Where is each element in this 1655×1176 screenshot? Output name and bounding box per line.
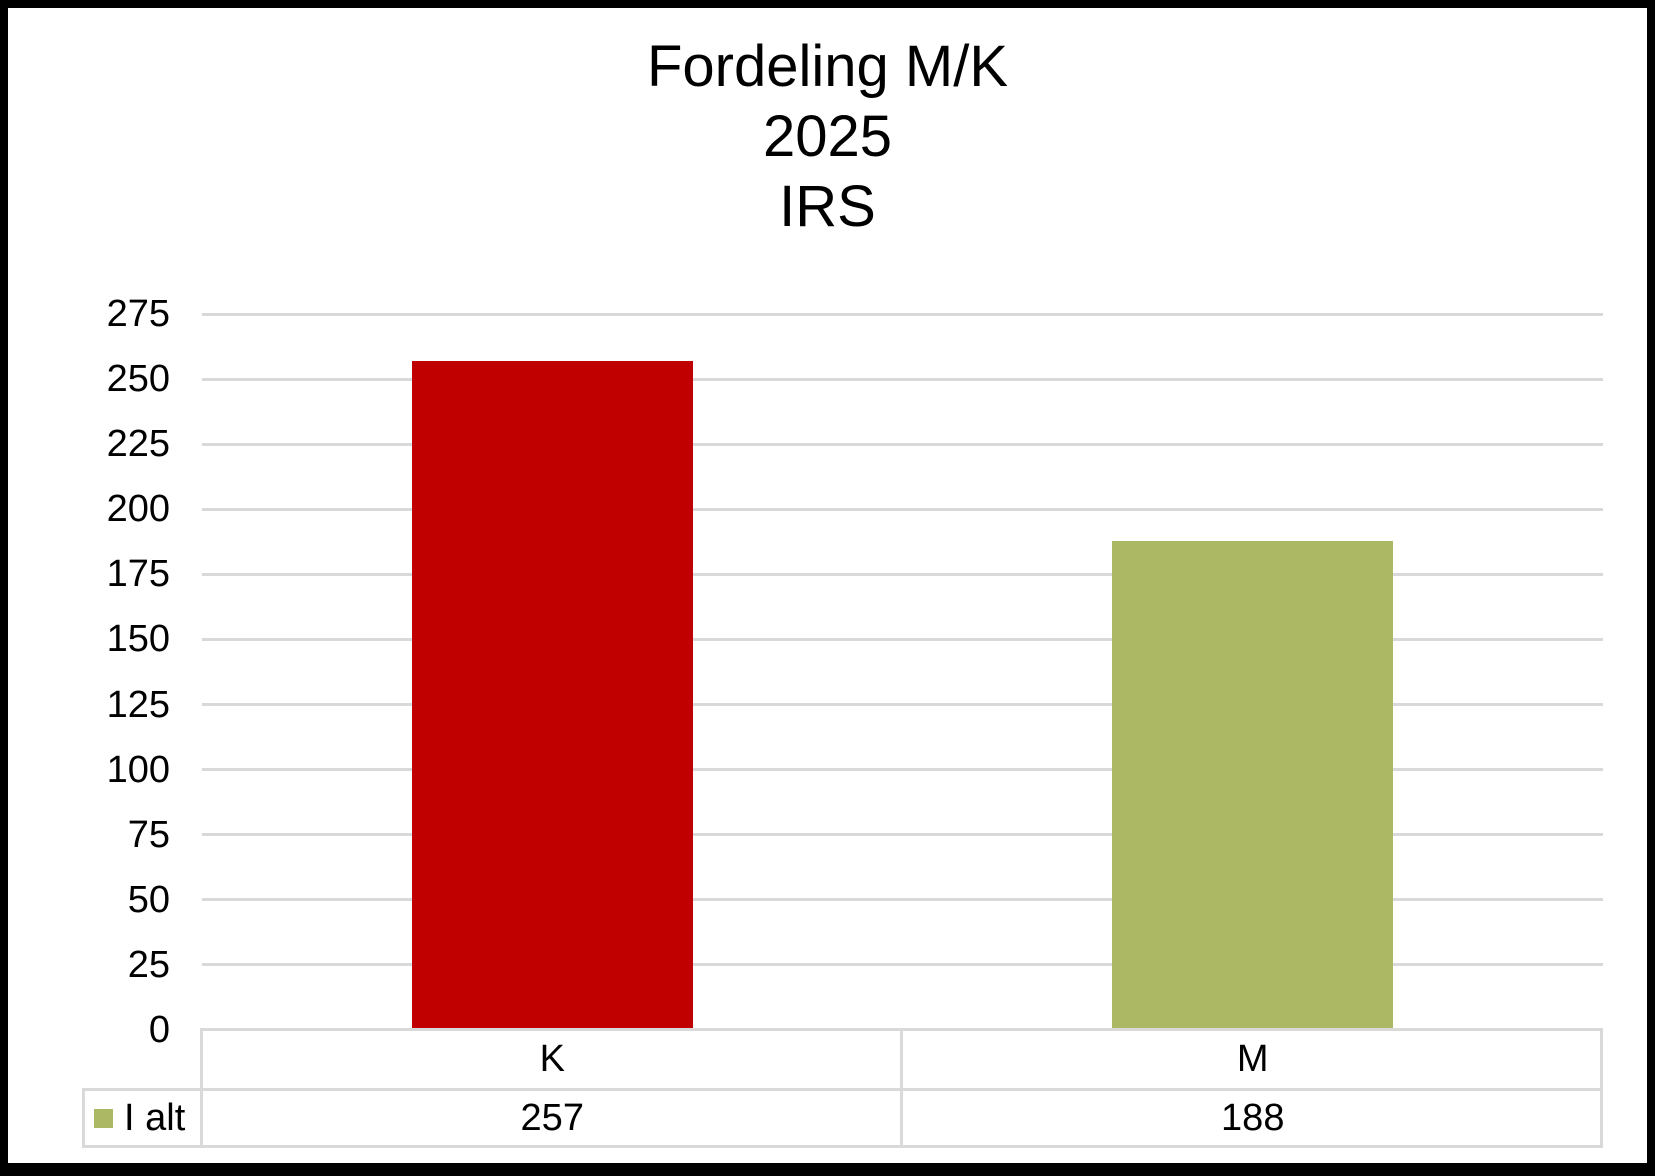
y-tick-label-75: 75	[127, 813, 170, 856]
y-tick-label-50: 50	[127, 878, 170, 921]
gridline-175	[202, 572, 1603, 576]
y-tick-label-225: 225	[106, 423, 170, 466]
table-value-m: 188	[1221, 1096, 1285, 1139]
y-tick-label-175: 175	[106, 553, 170, 596]
table-right-border	[1600, 1028, 1603, 1148]
y-tick-label-25: 25	[127, 943, 170, 986]
table-column-divider	[900, 1028, 903, 1148]
gridline-100	[202, 768, 1603, 772]
legend-label: I alt	[124, 1097, 186, 1139]
gridline-50	[202, 898, 1603, 902]
y-tick-label-200: 200	[106, 488, 170, 531]
legend-cell-left-border	[82, 1088, 85, 1148]
gridline-25	[202, 963, 1603, 967]
table-row-divider	[82, 1088, 1603, 1091]
table-category-k: K	[539, 1038, 565, 1080]
bar-m	[1112, 540, 1394, 1030]
table-bottom-border	[82, 1145, 1603, 1148]
y-tick-label-275: 275	[106, 293, 170, 335]
gridline-150	[202, 637, 1603, 641]
chart-title-line-3: IRS	[779, 174, 876, 239]
legend-cell: I alt	[82, 1091, 200, 1145]
y-tick-label-150: 150	[106, 618, 170, 661]
gridline-275	[202, 312, 1603, 316]
gridline-250	[202, 377, 1603, 381]
chart-title: Fordeling M/K 2025 IRS	[0, 32, 1655, 242]
table-value-k: 257	[520, 1096, 584, 1139]
table-category-m: M	[1236, 1038, 1269, 1080]
bar-k	[411, 360, 693, 1030]
gridline-200	[202, 507, 1603, 511]
legend-color-swatch-icon	[94, 1108, 113, 1128]
chart-title-line-1: Fordeling M/K	[646, 34, 1009, 99]
y-tick-label-125: 125	[106, 683, 170, 726]
y-tick-label-0: 0	[148, 1009, 170, 1051]
chart-title-line-2: 2025	[762, 104, 893, 169]
y-tick-label-250: 250	[106, 358, 170, 401]
gridline-125	[202, 703, 1603, 707]
gridline-225	[202, 442, 1603, 446]
y-tick-label-100: 100	[106, 748, 170, 791]
gridline-75	[202, 833, 1603, 837]
table-left-border	[200, 1028, 203, 1148]
